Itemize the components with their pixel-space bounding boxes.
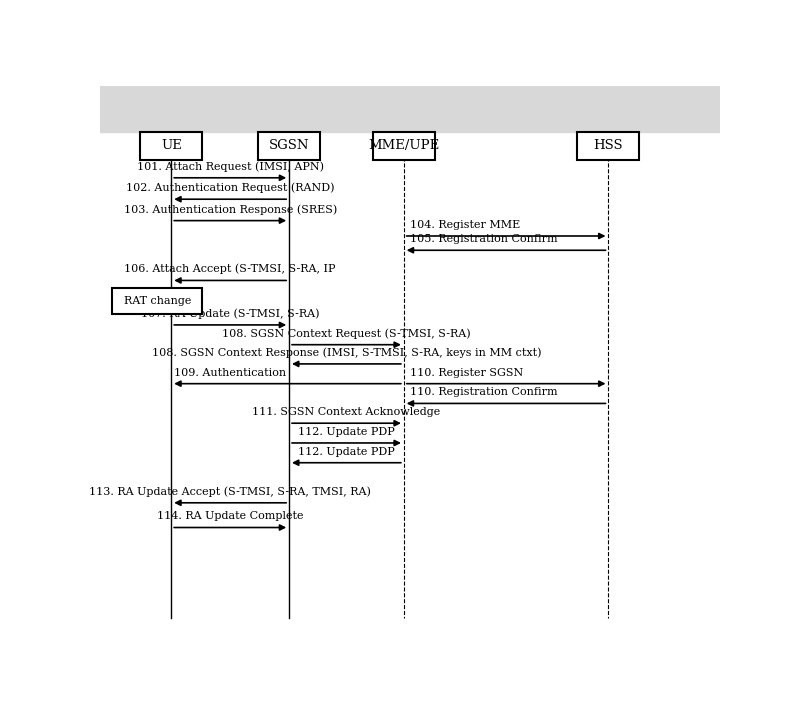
Text: 106. Attach Accept (S-TMSI, S-RA, IP: 106. Attach Accept (S-TMSI, S-RA, IP xyxy=(125,264,336,275)
Text: 112. Update PDP: 112. Update PDP xyxy=(298,446,395,457)
Text: UE: UE xyxy=(161,140,182,153)
FancyBboxPatch shape xyxy=(140,132,202,160)
FancyBboxPatch shape xyxy=(578,132,639,160)
FancyBboxPatch shape xyxy=(373,132,435,160)
Text: SGSN: SGSN xyxy=(269,140,310,153)
Text: 111. SGSN Context Acknowledge: 111. SGSN Context Acknowledge xyxy=(252,407,441,417)
Text: 109. Authentication: 109. Authentication xyxy=(174,368,286,378)
Text: 108. SGSN Context Response (IMSI, S-TMSI, S-RA, keys in MM ctxt): 108. SGSN Context Response (IMSI, S-TMSI… xyxy=(152,347,542,358)
Bar xyxy=(100,86,720,132)
FancyBboxPatch shape xyxy=(258,132,320,160)
Text: 110. Register SGSN: 110. Register SGSN xyxy=(410,368,523,378)
Text: 108. SGSN Context Request (S-TMSI, S-RA): 108. SGSN Context Request (S-TMSI, S-RA) xyxy=(222,328,470,339)
Text: 102. Authentication Request (RAND): 102. Authentication Request (RAND) xyxy=(126,183,334,193)
Text: 103. Authentication Response (SRES): 103. Authentication Response (SRES) xyxy=(123,204,337,215)
Text: 104. Register MME: 104. Register MME xyxy=(410,220,520,230)
Text: 105. Registration Confirm: 105. Registration Confirm xyxy=(410,235,558,245)
Text: 101. Attach Request (IMSI, APN): 101. Attach Request (IMSI, APN) xyxy=(137,161,324,172)
Text: 107. RA Update (S-TMSI, S-RA): 107. RA Update (S-TMSI, S-RA) xyxy=(141,308,319,319)
Text: RAT change: RAT change xyxy=(124,296,191,306)
Text: 112. Update PDP: 112. Update PDP xyxy=(298,427,395,437)
Text: HSS: HSS xyxy=(594,140,623,153)
Text: 114. RA Update Complete: 114. RA Update Complete xyxy=(157,511,303,521)
Text: 110. Registration Confirm: 110. Registration Confirm xyxy=(410,387,558,397)
FancyBboxPatch shape xyxy=(112,287,202,314)
Text: 113. RA Update Accept (S-TMSI, S-RA, TMSI, RA): 113. RA Update Accept (S-TMSI, S-RA, TMS… xyxy=(90,486,371,497)
Text: MME/UPE: MME/UPE xyxy=(368,140,439,153)
